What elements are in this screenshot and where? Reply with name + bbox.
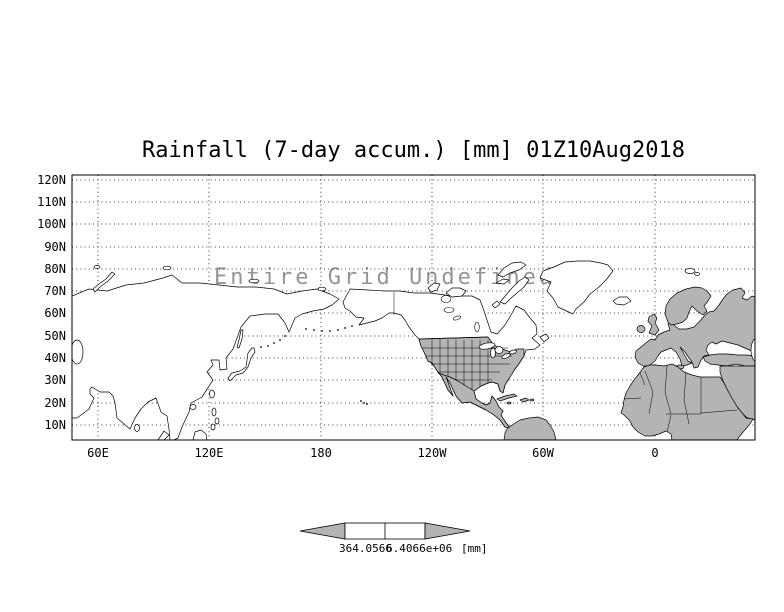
great-lakes: [478, 342, 517, 359]
lat-tick: 120N: [37, 173, 66, 187]
puerto-rico-island: [529, 398, 535, 402]
lon-tick: 180: [310, 446, 332, 460]
cuba-island: [496, 393, 518, 402]
arctic-island: [93, 265, 101, 269]
caspian-sea-east: [750, 338, 755, 362]
hispaniola-island: [519, 397, 530, 403]
anatolia-landmass: [702, 353, 755, 367]
world-map: [72, 260, 755, 440]
plot-frame: [71, 174, 756, 441]
great-britain-island: [647, 313, 660, 336]
colorbar-right-arrow: [424, 522, 471, 540]
us-state-borders: [419, 339, 512, 391]
europe-landmass: [634, 287, 755, 369]
lon-tick: 60E: [87, 446, 109, 460]
ireland-island: [636, 325, 646, 333]
svalbard-islands: [684, 268, 700, 276]
iceland-island: [612, 296, 632, 306]
arctic-island: [248, 278, 260, 284]
baffin-island: [499, 276, 530, 305]
lat-tick: 30N: [44, 373, 66, 387]
lat-tick: 10N: [44, 418, 66, 432]
lon-tick: 60W: [532, 446, 554, 460]
devon-island: [495, 278, 510, 285]
plot-title: Rainfall (7-day accum.) [mm] 01Z10Aug201…: [141, 138, 686, 163]
colorbar-unit: [mm]: [461, 542, 488, 555]
colorbar-label: 6.4066e+06: [386, 542, 453, 555]
colorbar-label: 364.0566: [339, 542, 392, 555]
newfoundland-island: [539, 333, 550, 343]
lat-tick: 50N: [44, 329, 66, 343]
scandinavia-landmass: [664, 286, 712, 326]
ellesmere-island: [497, 261, 527, 278]
canadian-lakes: [440, 295, 480, 333]
lat-tick: 100N: [37, 217, 66, 231]
africa-country-borders: [623, 365, 738, 433]
caspian-sea: [72, 339, 84, 365]
asia-landmass: [72, 274, 340, 440]
lat-tick: 70N: [44, 284, 66, 298]
sumatra-island: [157, 430, 170, 440]
banks-island: [427, 282, 441, 293]
us-mexico-shaded: [418, 336, 525, 429]
aleutian-islands: [305, 325, 353, 332]
kuril-islands: [260, 335, 286, 348]
colorbar: [299, 522, 471, 540]
us-mexico-border: [437, 372, 475, 392]
sakhalin-island: [236, 329, 244, 349]
lat-tick: 20N: [44, 396, 66, 410]
jamaica-island: [506, 401, 512, 405]
greenland-landmass: [539, 260, 614, 315]
arctic-island: [317, 286, 327, 292]
lon-tick: 120E: [194, 446, 224, 460]
lon-tick: 120W: [417, 446, 447, 460]
novaya-zemlya: [92, 271, 116, 293]
lat-tick: 80N: [44, 262, 66, 276]
us-canada-border: [418, 336, 489, 340]
arctic-island: [162, 265, 172, 271]
philippine-islands: [210, 407, 220, 431]
hawaii-islands: [360, 400, 368, 405]
lat-tick: 60N: [44, 306, 66, 320]
africa-landmass: [620, 363, 754, 440]
lat-tick: 40N: [44, 351, 66, 365]
colorbar-left-arrow: [299, 522, 346, 540]
taiwan-island: [209, 389, 215, 399]
sri-lanka-island: [134, 424, 140, 432]
hainan-island: [189, 404, 197, 410]
borneo-island: [192, 429, 208, 440]
lon-tick: 0: [651, 446, 659, 460]
southampton-island: [491, 300, 501, 309]
japan-islands: [227, 347, 256, 382]
lat-tick: 90N: [44, 240, 66, 254]
lat-tick: 110N: [37, 195, 66, 209]
south-america-landmass: [503, 416, 557, 440]
victoria-island: [445, 287, 467, 298]
